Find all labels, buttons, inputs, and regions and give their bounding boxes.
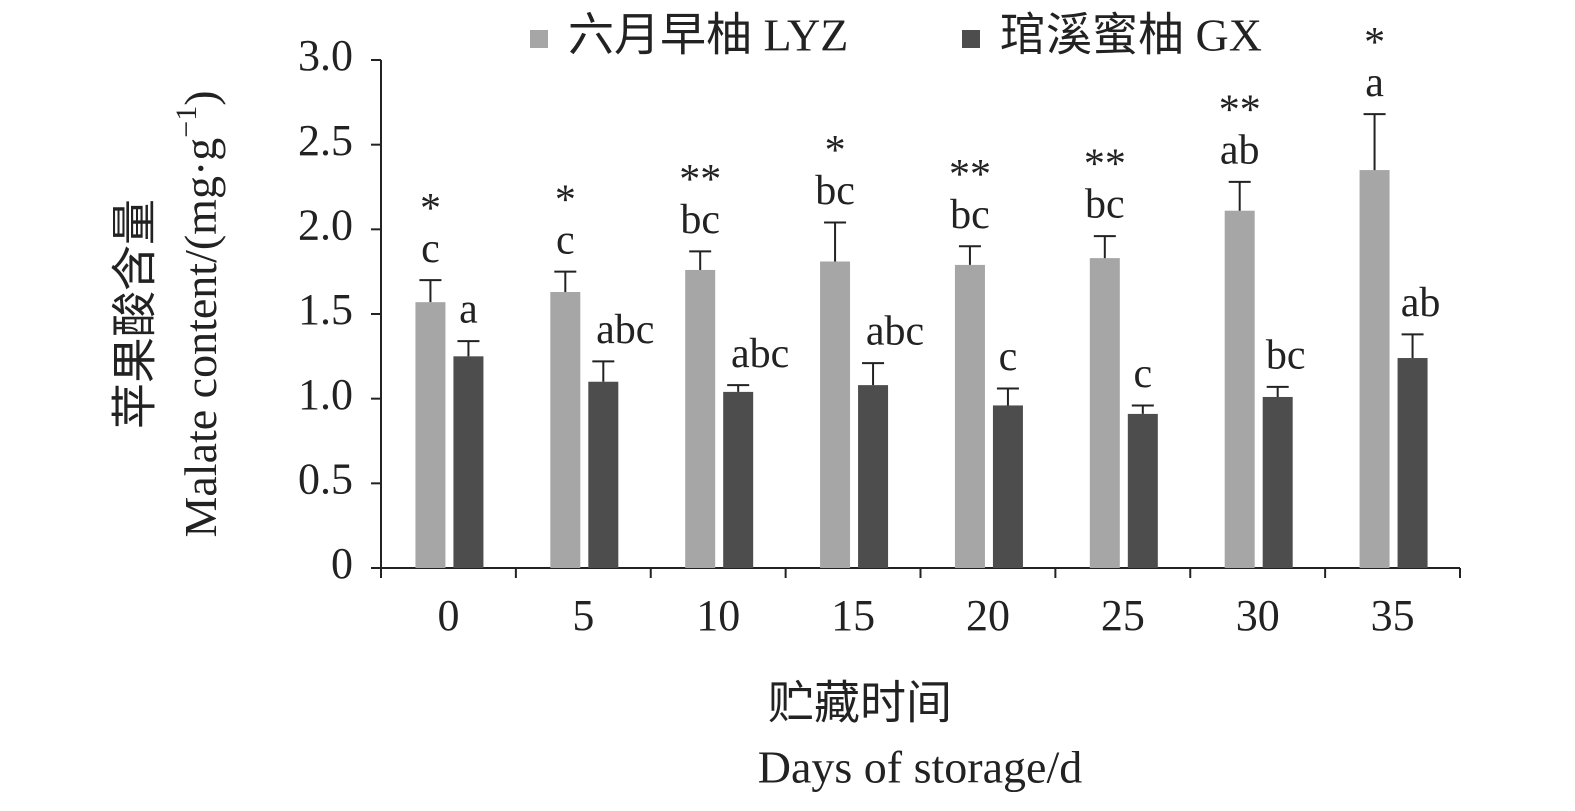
y-tick-label: 2.5 — [298, 116, 353, 165]
significance-letter: bc — [815, 168, 855, 214]
x-tick-label: 10 — [696, 591, 740, 640]
y-axis-label-en-sup: −1 — [170, 106, 203, 138]
legend-swatch — [962, 30, 980, 48]
error-bar — [554, 270, 577, 292]
bar — [820, 261, 851, 568]
error-bar — [1228, 180, 1251, 211]
y-axis-label-en-main: Malate content/(mg·g — [175, 138, 226, 538]
error-bar — [457, 340, 480, 357]
significance-star: * — [420, 186, 441, 232]
significance-star: * — [1364, 20, 1385, 66]
significance-letter: abc — [731, 331, 789, 377]
bar — [453, 356, 484, 568]
x-tick-label: 5 — [572, 591, 594, 640]
bar — [992, 405, 1023, 568]
error-bar — [1401, 333, 1424, 359]
legend-swatch — [530, 30, 548, 48]
bar — [1224, 210, 1255, 568]
significance-star: ** — [1219, 88, 1261, 134]
x-tick-label: 35 — [1371, 591, 1415, 640]
error-bar — [958, 245, 981, 265]
bar — [1359, 170, 1390, 569]
error-bar — [1093, 235, 1116, 259]
bar — [954, 264, 985, 568]
y-tick-label: 0 — [331, 539, 353, 588]
x-tick-label: 0 — [437, 591, 459, 640]
significance-letter: bc — [680, 197, 720, 243]
bar — [858, 385, 889, 568]
significance-letter: abc — [866, 309, 924, 355]
significance-letter: bc — [950, 192, 990, 238]
x-tick-label: 25 — [1101, 591, 1145, 640]
error-bar — [727, 384, 750, 392]
y-tick-label: 3.0 — [298, 31, 353, 80]
error-bar — [1266, 385, 1289, 397]
x-axis-label-zh: 贮藏时间 — [768, 678, 952, 729]
significance-star: * — [825, 128, 846, 174]
significance-letter: ab — [1220, 128, 1260, 174]
error-bar — [592, 360, 615, 382]
significance-star: ** — [679, 157, 721, 203]
bar — [550, 291, 581, 568]
significance-letter: a — [459, 287, 478, 333]
x-axis-label-en: Days of storage/d — [758, 742, 1082, 793]
y-tick-label: 0.5 — [298, 454, 353, 503]
bar — [1262, 396, 1293, 568]
significance-letter: c — [1133, 351, 1152, 397]
significance-star: ** — [949, 152, 991, 198]
error-bar — [996, 387, 1019, 406]
legend-label: 琯溪蜜柚 GX — [1000, 10, 1262, 61]
significance-star: ** — [1084, 142, 1126, 188]
error-bar — [1363, 113, 1386, 171]
y-tick-label: 1.0 — [298, 370, 353, 419]
error-bar — [689, 250, 712, 270]
bar — [415, 302, 446, 568]
significance-letter: abc — [596, 307, 654, 353]
significance-letter: c — [556, 217, 575, 263]
significance-star: * — [555, 177, 576, 223]
y-axis-label-en-end: ) — [175, 90, 226, 105]
bar — [588, 381, 619, 568]
significance-letter: bc — [1266, 332, 1306, 378]
error-bar — [419, 279, 442, 303]
x-tick-label: 15 — [831, 591, 875, 640]
significance-letter: ab — [1401, 280, 1441, 326]
error-bar — [862, 362, 885, 386]
x-tick-label: 30 — [1236, 591, 1280, 640]
y-tick-label: 1.5 — [298, 285, 353, 334]
significance-letter: c — [999, 334, 1018, 380]
x-tick-label: 20 — [966, 591, 1010, 640]
significance-letter: bc — [1085, 182, 1125, 228]
significance-letter: a — [1365, 60, 1384, 106]
error-bar — [1131, 404, 1154, 414]
y-axis-label-en: Malate content/(mg·g−1) — [170, 90, 226, 537]
legend-label: 六月早柚 LYZ — [568, 10, 848, 61]
bar — [1397, 358, 1428, 568]
bar — [685, 269, 716, 568]
y-tick-label: 2.0 — [298, 200, 353, 249]
y-axis-label-zh: 苹果酸含量 — [110, 199, 161, 429]
bar — [1089, 258, 1120, 568]
error-bar — [824, 221, 847, 262]
bar — [723, 391, 754, 568]
bar — [1127, 413, 1158, 568]
significance-letter: c — [421, 226, 440, 272]
